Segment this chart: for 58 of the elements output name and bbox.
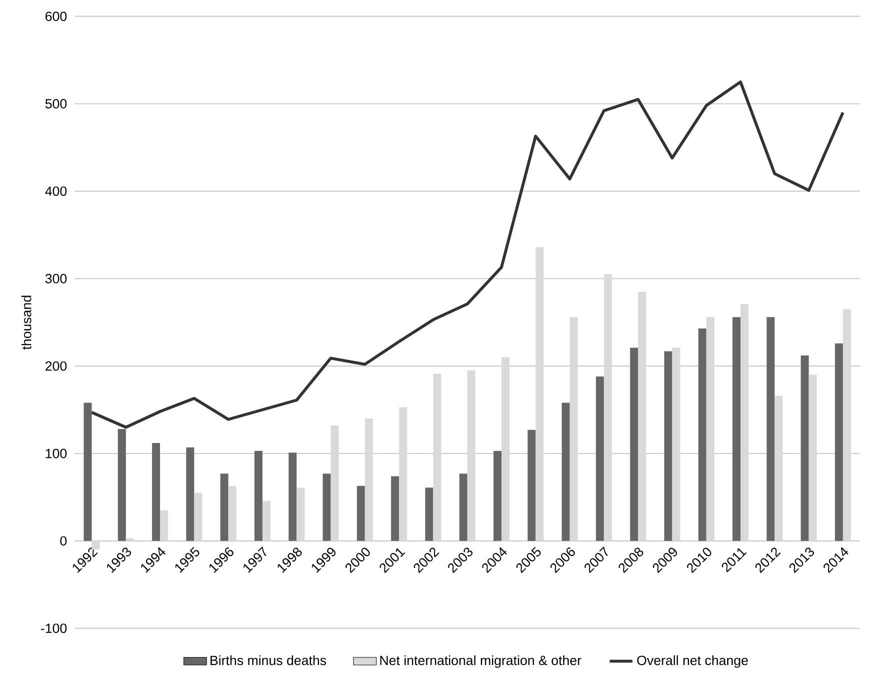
bar [834,343,843,541]
bar [630,348,638,541]
y-tick-label: -100 [41,624,67,634]
bar [364,418,373,541]
bar [459,474,468,541]
bar [528,430,536,541]
y-tick-label: 300 [45,274,67,284]
bar [740,304,748,541]
y-tick-label: 500 [45,99,67,108]
bar [842,309,851,541]
bar [262,500,270,541]
bar [774,396,783,541]
bar [604,274,612,541]
bar [118,429,126,541]
bar [126,538,134,541]
y-tick-label: 400 [45,186,67,196]
bar [638,292,646,541]
legend-label: Overall net change [637,655,748,668]
bar [194,492,202,541]
bar [672,348,680,541]
bar [220,474,228,541]
bar [501,357,510,541]
bar [493,450,502,541]
y-tick-label: 600 [46,12,67,22]
bar [562,402,570,541]
bar [296,488,305,541]
y-tick-label: 100 [46,448,67,458]
bar [356,486,365,541]
bar [152,442,160,541]
bar [800,356,809,541]
bar [186,447,194,541]
legend-label: Births minus deaths [210,655,326,666]
bar [160,510,168,541]
bar [808,374,817,541]
bar [391,476,400,541]
y-tick-label: 0 [60,536,67,546]
legend-label: Net international migration & other [380,655,582,668]
bar [467,370,476,541]
bar [664,351,672,541]
bar [766,317,775,541]
bar [706,317,714,541]
line-series [90,80,844,429]
bar [322,474,331,541]
y-tick-label: 200 [46,361,67,371]
bar [433,374,442,541]
bar [84,402,92,541]
bar [732,317,740,541]
bar [596,376,604,541]
bar [228,486,236,541]
bar [254,450,262,541]
bar [330,426,339,541]
bar [698,328,706,541]
bar [399,407,408,541]
bar [536,247,544,541]
bar [288,452,297,541]
bar [570,317,578,541]
bar [425,488,434,541]
y-axis-title: thousand [21,296,32,350]
